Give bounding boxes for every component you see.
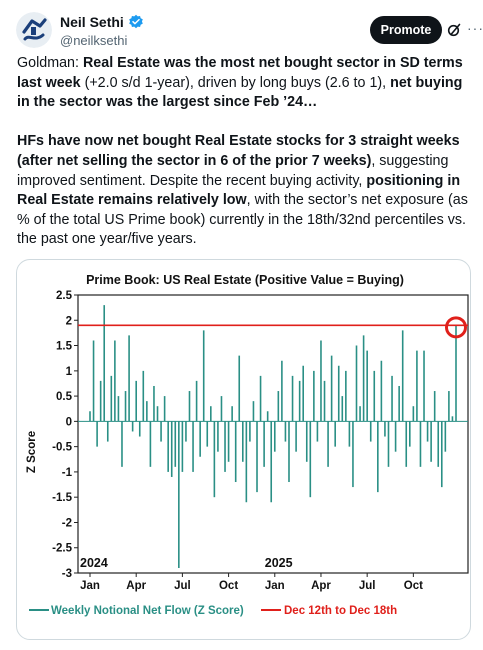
x-tick-label: Apr xyxy=(126,580,146,592)
y-tick-label: -3 xyxy=(62,568,72,580)
y-tick-label: -2 xyxy=(62,517,72,529)
more-options-icon[interactable]: ··· xyxy=(467,20,483,36)
post-text-run: Real Estate was the most net bought sect… xyxy=(17,55,463,91)
x-tick-label: Jul xyxy=(174,580,191,592)
post-text-run: (+2.0 s/d 1-year), driven by long buys (… xyxy=(80,74,391,91)
legend: Weekly Notional Net Flow (Z Score) Dec 12… xyxy=(29,605,397,617)
logo-icon xyxy=(16,12,52,48)
post-text-run: , suggesting improved sentiment. Despite… xyxy=(17,152,449,189)
y-tick-label: -0.5 xyxy=(52,442,72,454)
highlight-circle-mark xyxy=(445,316,467,339)
y-tick-label: 0.5 xyxy=(56,391,73,403)
y-axis-ticks: 2.5 2 1.5 1 0.5 0 -0.5 -1 -1.5 -2 -2.5 -3 xyxy=(52,290,78,580)
year-labels: 2024 2025 xyxy=(80,556,293,570)
legend-label-flow: Weekly Notional Net Flow (Z Score) xyxy=(51,605,244,617)
y-tick-label: -1.5 xyxy=(52,492,72,504)
bar-series xyxy=(89,305,457,568)
post-paragraph-1: Goldman: Real Estate was the most net bo… xyxy=(17,54,469,113)
post-paragraph-2: HFs have now net bought Real Estate stoc… xyxy=(17,132,469,250)
year-label: 2025 xyxy=(265,556,293,570)
post-text-run: , with the sector’s net exposure (as % o… xyxy=(17,192,468,248)
x-tick-label: Apr xyxy=(311,580,331,592)
plot-frame xyxy=(77,294,469,574)
highlight-circle xyxy=(445,316,467,339)
grok-icon[interactable] xyxy=(447,23,461,37)
post-text-run: positioning in Real Estate remains relat… xyxy=(17,172,461,209)
y-tick-label: 1.5 xyxy=(56,341,73,353)
author-name[interactable]: Neil Sethi xyxy=(60,14,124,30)
promote-button[interactable]: Promote xyxy=(370,16,442,44)
year-label: 2024 xyxy=(80,556,108,570)
y-axis-label: Z Score xyxy=(26,431,38,473)
x-tick-label: Jan xyxy=(80,580,100,592)
y-tick-label: 1 xyxy=(66,366,73,378)
chart-image[interactable]: Prime Book: US Real Estate (Positive Val… xyxy=(16,259,471,640)
legend-label-reference: Dec 12th to Dec 18th xyxy=(284,605,397,617)
verified-badge-icon xyxy=(129,14,143,29)
post-text: Goldman: Real Estate was the most net bo… xyxy=(17,54,469,270)
post-text-run: Goldman: xyxy=(17,55,83,71)
x-tick-label: Oct xyxy=(219,580,238,592)
author-handle[interactable]: @neilksethi xyxy=(60,33,128,48)
y-tick-label: -1 xyxy=(62,467,73,479)
post-header: Neil Sethi @neilksethi Promote ··· xyxy=(16,10,483,50)
x-tick-label: Jul xyxy=(359,580,376,592)
y-tick-label: -2.5 xyxy=(52,543,72,555)
post-text-run: net buying in the sector was the largest… xyxy=(17,74,463,111)
author-block: Neil Sethi @neilksethi xyxy=(60,14,144,48)
y-tick-label: 2 xyxy=(66,315,72,327)
x-axis-ticks: Jan Apr Jul Oct Jan Apr Jul Oct xyxy=(80,573,423,592)
post-text-run: HFs have now net bought Real Estate stoc… xyxy=(17,133,460,169)
y-tick-label: 0 xyxy=(66,416,72,428)
y-tick-label: 2.5 xyxy=(56,290,73,302)
x-tick-label: Jan xyxy=(265,580,285,592)
chart-title: Prime Book: US Real Estate (Positive Val… xyxy=(86,273,404,287)
x-tick-label: Oct xyxy=(404,580,423,592)
bar-chart: Prime Book: US Real Estate (Positive Val… xyxy=(26,273,469,617)
avatar[interactable] xyxy=(16,12,52,48)
